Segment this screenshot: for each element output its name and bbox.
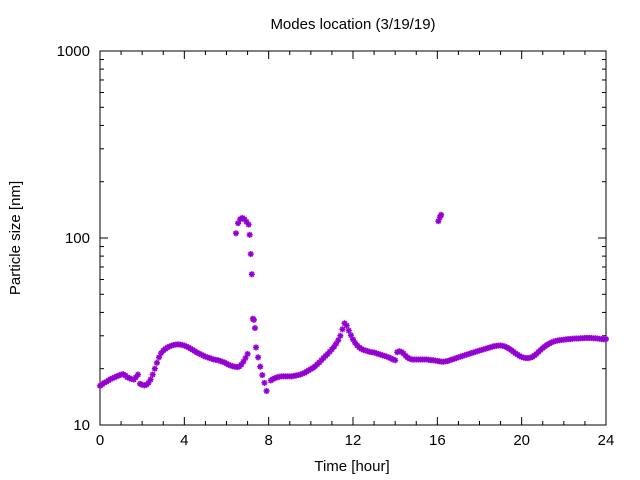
data-point <box>438 211 445 218</box>
data-point <box>251 325 258 332</box>
data-point <box>250 316 257 323</box>
data-point <box>603 336 609 343</box>
data-point <box>153 359 160 366</box>
data-point <box>149 371 156 378</box>
data-point <box>244 350 251 357</box>
data-point <box>255 354 262 361</box>
data-point <box>337 332 344 339</box>
data-point <box>392 357 399 364</box>
data-point <box>232 230 239 237</box>
data-point <box>248 271 255 278</box>
data-point <box>339 326 346 333</box>
y-axis: 10 100 1000 <box>57 43 606 434</box>
x-tick-label: 0 <box>96 432 104 449</box>
y-tick-label: 100 <box>65 230 90 247</box>
x-tick-label: 16 <box>429 432 446 449</box>
data-point <box>343 322 350 329</box>
y-axis-label: Particle size [nm] <box>7 181 24 295</box>
x-tick-label: 12 <box>345 432 362 449</box>
y-tick-label: 1000 <box>57 43 90 60</box>
data-point <box>257 363 264 370</box>
data-point <box>261 379 268 386</box>
data-series <box>97 211 609 394</box>
y-tick-label: 10 <box>73 417 90 434</box>
data-point <box>263 387 270 394</box>
data-point <box>245 221 252 228</box>
x-tick-label: 8 <box>264 432 272 449</box>
x-tick-label: 4 <box>180 432 188 449</box>
plot-border <box>99 50 607 426</box>
plot-frame <box>99 50 607 426</box>
data-point <box>259 372 266 379</box>
data-point <box>246 231 253 238</box>
data-point <box>134 371 141 378</box>
chart-title: Modes location (3/19/19) <box>270 16 435 33</box>
x-tick-label: 24 <box>598 432 615 449</box>
data-point <box>247 251 254 258</box>
x-tick-label: 20 <box>513 432 530 449</box>
x-axis-label: Time [hour] <box>314 458 389 475</box>
x-axis: 0 4 8 12 16 20 24 <box>96 51 615 449</box>
data-point <box>253 344 260 351</box>
data-point <box>147 376 154 383</box>
data-point <box>345 327 352 334</box>
data-point <box>151 365 158 372</box>
